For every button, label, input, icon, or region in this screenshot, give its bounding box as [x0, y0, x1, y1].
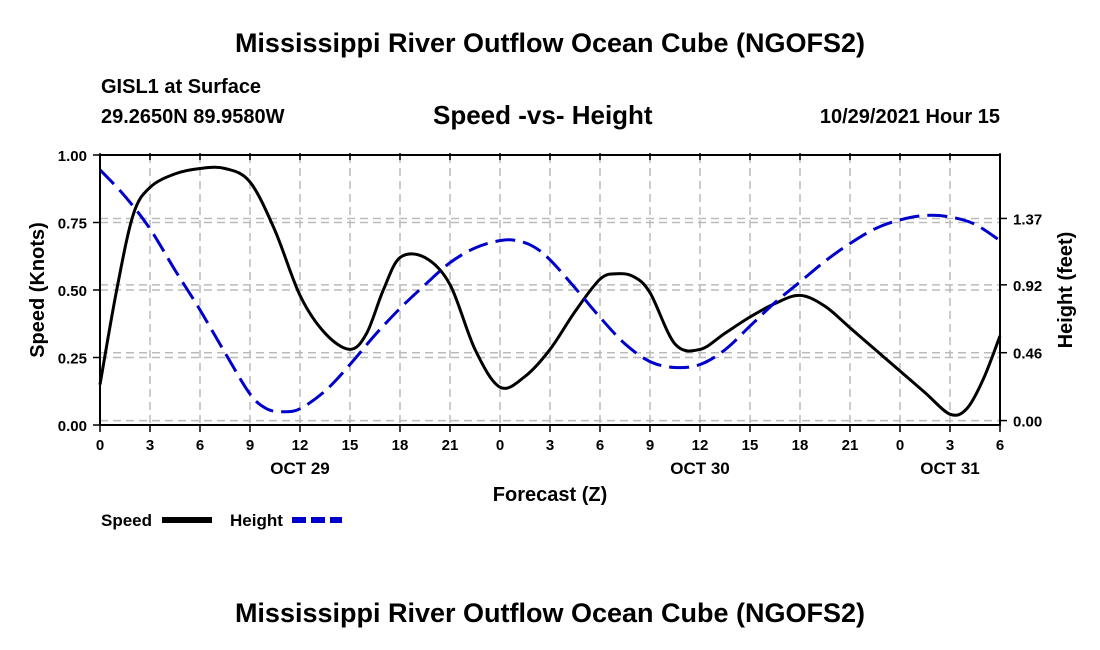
x-tick-label: 0: [96, 437, 104, 454]
y2-tick-label: 0.00: [1013, 414, 1042, 431]
x-tick-label: 3: [146, 437, 154, 454]
x-tick-label: 0: [496, 437, 504, 454]
x-tick-label: 0: [896, 437, 904, 454]
grid: [100, 155, 1000, 425]
y2-axis-label: Height (feet): [1055, 232, 1077, 349]
x-tick-label: 3: [946, 437, 954, 454]
x-tick-label: 18: [792, 437, 809, 454]
legend: Speed Height: [101, 511, 342, 530]
x-tick-label: 21: [842, 437, 859, 454]
legend-label-height: Height: [230, 511, 283, 530]
y-tick-label: 0.25: [58, 351, 87, 368]
date-label: OCT 31: [920, 459, 980, 478]
y2-tick-label: 0.92: [1013, 278, 1042, 295]
footer-title: Mississippi River Outflow Ocean Cube (NG…: [234, 598, 866, 628]
y2-tick-label: 1.37: [1013, 211, 1042, 228]
datetime-label: 10/29/2021 Hour 15: [819, 106, 1000, 128]
x-axis-label: Forecast (Z): [493, 484, 607, 506]
x-tick-label: 18: [392, 437, 409, 454]
x-tick-label: 21: [442, 437, 459, 454]
y-tick-label: 1.00: [58, 148, 87, 165]
y2-tick-label: 0.46: [1013, 346, 1042, 363]
series-line-height: [98, 168, 1001, 414]
x-tick-label: 9: [646, 437, 654, 454]
chart-subtitle: Speed -vs- Height: [433, 100, 653, 130]
x-tick-label: 12: [292, 437, 309, 454]
series-layer: [98, 165, 1002, 417]
station-label: GISL1 at Surface: [101, 76, 262, 98]
x-tick-label: 6: [596, 437, 604, 454]
axes: 0 3 6 9 12 15 18 21 0 3 6 9 12 15 18 21 0 3 6 OCT 29 OCT 30 O…: [58, 148, 1042, 478]
x-tick-label: 15: [342, 437, 359, 454]
x-tick-label: 9: [246, 437, 254, 454]
x-tick-label: 15: [742, 437, 759, 454]
x-tick-label: 3: [546, 437, 554, 454]
series-line-speed: [98, 165, 1002, 417]
chart-title: Mississippi River Outflow Ocean Cube (NG…: [234, 28, 866, 58]
y-tick-label: 0.75: [58, 216, 87, 233]
legend-label-speed: Speed: [101, 511, 152, 530]
date-label: OCT 29: [270, 459, 330, 478]
x-tick-label: 6: [196, 437, 204, 454]
y-tick-label: 0.00: [58, 418, 87, 435]
x-tick-label: 12: [692, 437, 709, 454]
speed-height-chart: 0 3 6 9 12 15 18 21 0 3 6 9 12 15 18 21 0 3 6 OCT 29 OCT 30 O…: [27, 148, 1077, 530]
coordinates-label: 29.2650N 89.9580W: [101, 106, 285, 128]
x-tick-label: 6: [996, 437, 1004, 454]
y-tick-label: 0.50: [58, 283, 87, 300]
date-label: OCT 30: [670, 459, 730, 478]
y-axis-label: Speed (Knots): [27, 222, 49, 358]
